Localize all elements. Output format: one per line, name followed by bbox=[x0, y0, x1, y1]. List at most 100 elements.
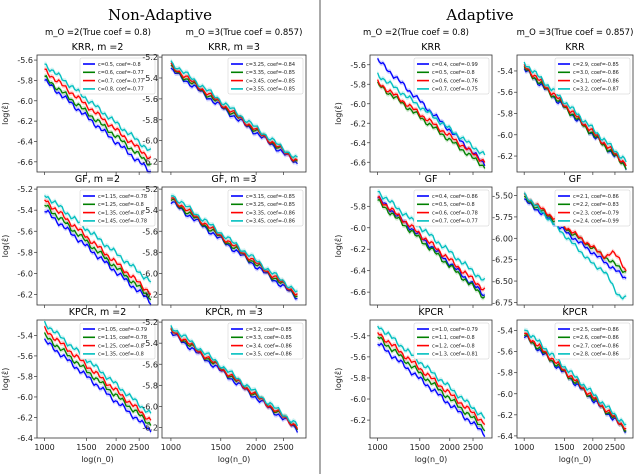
y-tick-label: -5.4 bbox=[350, 332, 366, 341]
series-line-red bbox=[377, 195, 486, 291]
legend-label: c=0.7, coef=-0.77 bbox=[432, 219, 478, 225]
y-tick-label: -6.6 bbox=[350, 158, 366, 167]
series-line-red bbox=[377, 332, 486, 426]
legend-box bbox=[227, 322, 304, 360]
series-line-green bbox=[44, 74, 152, 166]
legend-label: c=3.25, coef=-0.84 bbox=[246, 62, 295, 68]
x-tick-label: 1500 bbox=[76, 443, 96, 452]
y-tick-label: -5.2 bbox=[142, 53, 158, 62]
legend-label: c=1.15, coef=-0.78 bbox=[98, 194, 147, 200]
subplot-1: KRR, m =3 -5.2 -5.4 -5.6 -5.8 -6.0 -6.2 c=3.25,… bbox=[142, 42, 307, 175]
legend-label: c=3.45, coef=-0.85 bbox=[246, 78, 295, 84]
x-tick-label: 1500 bbox=[410, 443, 430, 452]
x-axis-label: log(n_0) bbox=[415, 455, 448, 464]
series-line-blue bbox=[43, 338, 152, 433]
y-tick-label: -5.8 bbox=[142, 116, 158, 125]
y-tick-label: -5.2 bbox=[142, 318, 158, 327]
legend: c=0.4, coef=-0.86 c=0.5, coef=-0.8 c=0.6, … bbox=[413, 189, 490, 227]
legend-label: c=1.2, coef=-0.8 bbox=[432, 343, 475, 349]
x-tick-label: 2000 bbox=[246, 443, 266, 452]
y-tick-label: -5.4 bbox=[17, 206, 33, 215]
y-tick-label: -5.6 bbox=[497, 88, 513, 97]
plot-frame bbox=[369, 186, 493, 306]
subtitle-m0-3-adaptive: m_O =3(True coef = 0.857) bbox=[517, 28, 634, 38]
x-tick-label: 1000 bbox=[161, 443, 181, 452]
legend-label: c=0.6, coef=-0.76 bbox=[432, 78, 478, 84]
legend-label: c=0.4, coef=-0.86 bbox=[432, 194, 478, 200]
legend-label: c=1.25, coef=-0.8 bbox=[98, 343, 144, 349]
confidence-band-cyan bbox=[524, 190, 627, 302]
series-line-cyan bbox=[524, 329, 627, 426]
y-tick-label: -6.2 bbox=[142, 158, 158, 167]
legend-label: c=1.25, coef=-0.8 bbox=[98, 202, 144, 208]
y-tick-label: -5.6 bbox=[142, 360, 158, 369]
series-line-red bbox=[43, 326, 152, 421]
series-line-blue bbox=[44, 209, 152, 305]
series-line-cyan bbox=[170, 195, 298, 293]
subplot-7: GF -5.50 -5.75 -6.00 -6.25 -6.50 -6.75 c=2.1, c… bbox=[492, 174, 634, 308]
y-tick-label: -6.2 bbox=[17, 290, 33, 299]
legend-label: c=1.0, coef=-0.79 bbox=[432, 327, 478, 333]
series-line-cyan bbox=[377, 190, 486, 281]
y-axis-label: log(ε̂) bbox=[0, 102, 10, 125]
series-line-blue bbox=[523, 68, 627, 171]
plot-frame bbox=[36, 186, 159, 306]
y-tick-label: -6.4 bbox=[350, 139, 366, 148]
y-tick-label: -5.8 bbox=[17, 76, 33, 85]
y-tick-label: -6.25 bbox=[492, 256, 513, 265]
legend-label: c=0.7, coef=-0.75 bbox=[432, 87, 478, 93]
y-tick-label: -6.2 bbox=[350, 119, 366, 128]
y-tick-label: -5.8 bbox=[497, 110, 513, 119]
legend-label: c=2.6, coef=-0.86 bbox=[573, 335, 619, 341]
legend: c=0.5, coef=-0.8 c=0.6, coef=-0.77 c=0.7, … bbox=[79, 57, 156, 95]
subplot-title: KPCR bbox=[418, 307, 444, 318]
y-tick-label: -5.4 bbox=[142, 206, 158, 215]
subplot-0: KRR, m =2 -5.6 -5.8 -6.0 -6.2 -6.4 -6.6 log(ε̂)… bbox=[0, 42, 159, 175]
subplot-4: GF, m =2 -5.2 -5.4 -5.6 -5.8 -6.0 -6.2 log(ε̂) c… bbox=[0, 174, 159, 308]
y-axis-label: log(ε̂) bbox=[333, 235, 343, 258]
x-axis-label: log(n_0) bbox=[559, 455, 592, 464]
y-tick-label: -5.6 bbox=[497, 348, 513, 357]
series-line-green bbox=[170, 64, 298, 162]
series-line-green bbox=[377, 198, 486, 299]
x-tick-label: 1500 bbox=[211, 443, 231, 452]
y-tick-label: -6.0 bbox=[350, 224, 366, 233]
subplot-title: KPCR, m =2 bbox=[69, 307, 127, 318]
legend-label: c=3.45, coef=-0.86 bbox=[246, 219, 295, 225]
legend: c=0.4, coef=-0.99 c=0.5, coef=-0.8 c=0.6, … bbox=[413, 57, 490, 95]
y-tick-label: -6.4 bbox=[17, 137, 33, 146]
y-tick-label: -5.4 bbox=[497, 67, 513, 76]
x-tick-label: 2500 bbox=[605, 443, 625, 452]
subplot-5: GF, m =3 -5.2 -5.4 -5.6 -5.8 -6.0 -6.2 c=3.15, … bbox=[142, 174, 307, 308]
legend-label: c=3.35, coef=-0.85 bbox=[246, 70, 295, 76]
subplot-title: GF, m =3 bbox=[211, 174, 256, 185]
legend-box bbox=[227, 189, 304, 227]
legend-box bbox=[554, 322, 631, 360]
legend-label: c=2.3, coef=-0.79 bbox=[573, 210, 619, 216]
series-line-red bbox=[170, 327, 299, 430]
y-tick-label: -6.0 bbox=[17, 393, 33, 402]
y-tick-label: -6.00 bbox=[492, 234, 513, 243]
y-tick-label: -5.8 bbox=[17, 372, 33, 381]
legend-label: c=1.35, coef=-0.8 bbox=[98, 210, 144, 216]
series-line-blue bbox=[170, 331, 299, 433]
legend-box bbox=[79, 57, 156, 95]
y-tick-label: -6.0 bbox=[350, 395, 366, 404]
series-line-cyan bbox=[44, 63, 152, 152]
subplot-title: KPCR bbox=[562, 307, 588, 318]
y-tick-label: -5.6 bbox=[350, 353, 366, 362]
y-tick-label: -5.4 bbox=[17, 331, 33, 340]
x-tick-label: 2000 bbox=[583, 443, 603, 452]
x-tick-label: 1000 bbox=[514, 443, 534, 452]
plot-frame bbox=[36, 319, 159, 439]
y-tick-label: -5.50 bbox=[492, 192, 513, 201]
legend-label: c=1.1, coef=-0.8 bbox=[432, 335, 475, 341]
y-tick-label: -5.8 bbox=[142, 248, 158, 257]
series-line-red bbox=[524, 332, 627, 430]
plot-frame bbox=[516, 186, 634, 306]
subplot-title: GF, m =2 bbox=[75, 174, 120, 185]
legend: c=2.5, coef=-0.86 c=2.6, coef=-0.86 c=2.7,… bbox=[554, 322, 631, 360]
legend-label: c=2.8, coef=-0.86 bbox=[573, 352, 619, 358]
y-tick-label: -5.6 bbox=[17, 56, 33, 65]
